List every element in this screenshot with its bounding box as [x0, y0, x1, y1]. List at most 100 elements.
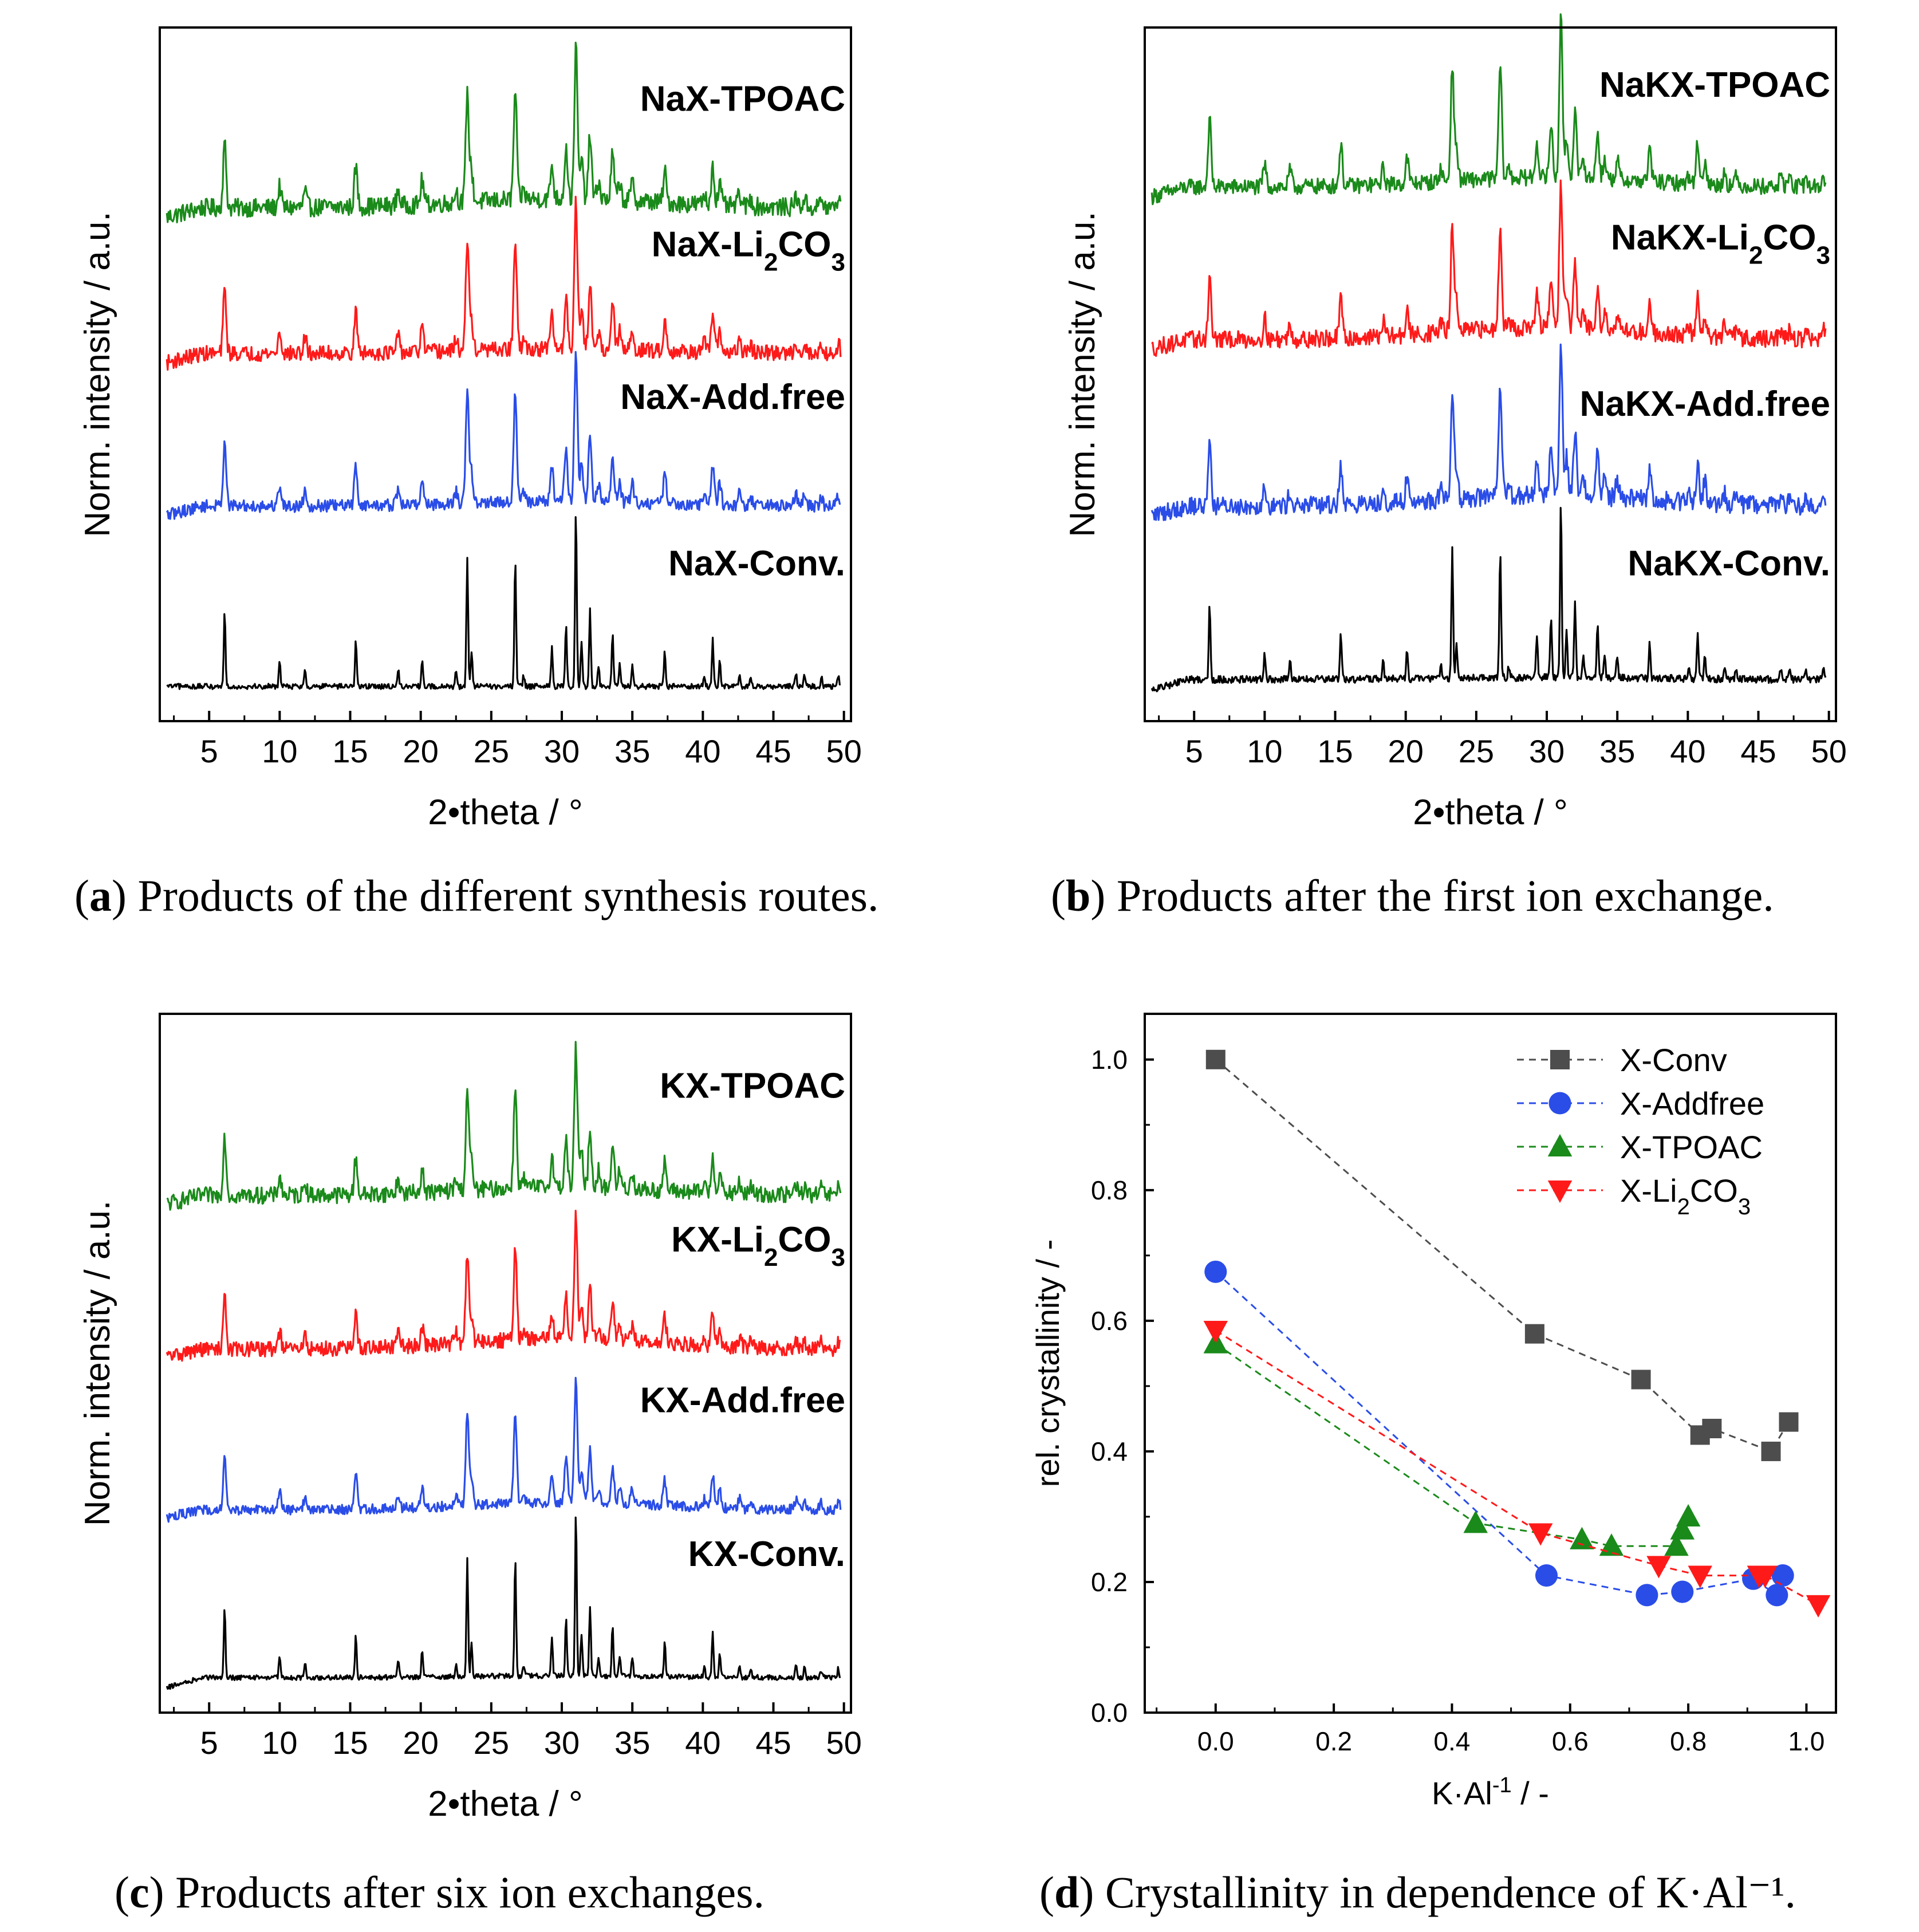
x-tick-label: 25 — [1459, 733, 1494, 769]
point-x-conv — [1631, 1370, 1651, 1390]
point-x-addfree — [1771, 1564, 1794, 1587]
trace-nax-li2co3 — [166, 195, 842, 371]
x-tick-label: 20 — [403, 733, 439, 769]
x-tick-label: 50 — [1811, 733, 1847, 769]
x-tick-label: 15 — [332, 733, 368, 769]
x-tick-label: 5 — [1185, 733, 1203, 769]
caption-c: (c) Products after six ion exchanges. — [115, 1867, 765, 1917]
trace-nax-conv- — [166, 516, 841, 690]
x-tick-label: 45 — [755, 733, 791, 769]
x-axis-title: 2•theta / ° — [428, 793, 583, 832]
x-tick-label: 10 — [262, 1725, 297, 1761]
x-axis-title: 2•theta / ° — [428, 1784, 583, 1824]
line-x-li2co3 — [1215, 1329, 1819, 1606]
caption-d: (d) Crystallinity in dependence of K·Al⁻… — [1039, 1867, 1796, 1917]
series-label-kx-add-free: KX-Add.free — [640, 1380, 845, 1420]
trace-kx-li2co3 — [166, 1210, 841, 1362]
series-label-nakx-li2co3: NaKX-Li2CO3 — [1611, 218, 1830, 270]
series-label-kx-li2co3: KX-Li2CO3 — [671, 1220, 845, 1272]
plot-frame — [159, 1013, 852, 1714]
point-x-tpoac — [1570, 1526, 1594, 1549]
x-tick-label: 15 — [332, 1725, 368, 1761]
crystallinity-panel: 0.0 0.2 0.4 0.6 0.8 1.0 0.0 0.2 0.4 0.6 0.8 1.0 K·Al… — [1030, 1013, 1837, 1811]
point-x-conv — [1779, 1412, 1799, 1432]
y-tick-label: 0.4 — [1091, 1437, 1128, 1466]
point-x-addfree — [1636, 1584, 1658, 1607]
point-x-addfree — [1204, 1260, 1227, 1283]
trace-nax-tpoac — [166, 41, 842, 223]
x-tick-label: 15 — [1317, 733, 1353, 769]
point-x-li2co3 — [1806, 1595, 1831, 1618]
x-tick-label: 10 — [262, 733, 297, 769]
point-x-tpoac — [1664, 1533, 1689, 1556]
y-tick-label: 0.2 — [1091, 1567, 1128, 1597]
legend-marker-x-conv — [1550, 1050, 1570, 1069]
trace-nax-add-free — [166, 351, 841, 520]
x-tick-label: 50 — [826, 733, 862, 769]
series-label-nax-tpoac: NaX-TPOAC — [640, 79, 845, 119]
caption-b: (b) Products after the first ion exchang… — [1051, 871, 1774, 920]
point-x-tpoac — [1670, 1517, 1695, 1540]
trace-kx-add-free — [166, 1376, 842, 1523]
x-tick-label: 5 — [200, 1725, 218, 1761]
series-label-nax-li2co3: NaX-Li2CO3 — [652, 225, 845, 277]
series-label-nakx-tpoac: NaKX-TPOAC — [1599, 65, 1830, 105]
xrd-panel-c: KX-TPOAC KX-Li2CO3 KX-Add.free KX-Conv. 5 10 1… — [78, 1013, 862, 1824]
legend-label-x-tpoac: X-TPOAC — [1620, 1129, 1763, 1165]
y-axis-title: Norm. intensity / a.u. — [78, 211, 117, 537]
y-tick-label: 0.6 — [1091, 1306, 1128, 1336]
x-tick-label: 5 — [200, 733, 218, 769]
series-label-nakx-conv-: NaKX-Conv. — [1628, 544, 1830, 584]
trace-nakx-add-free — [1150, 343, 1827, 521]
legend-marker-x-tpoac — [1547, 1134, 1573, 1156]
series-label-nax-add-free: NaX-Add.free — [620, 377, 845, 417]
xrd-panel-b: NaKX-TPOAC NaKX-Li2CO3 NaKX-Add.free NaKX-C… — [1063, 13, 1847, 832]
x-tick-label: 45 — [1740, 733, 1776, 769]
y-tick-label: 0.0 — [1091, 1698, 1128, 1728]
caption-a: (a) Products of the different synthesis … — [74, 871, 878, 920]
legend-label-x-conv: X-Conv — [1620, 1042, 1727, 1078]
x-tick-label: 45 — [755, 1725, 791, 1761]
point-x-conv — [1524, 1324, 1544, 1344]
y-axis-title: Norm. intensity / a.u. — [1063, 211, 1102, 537]
plot-frame — [1144, 26, 1837, 722]
xrd-panel-a: NaX-TPOAC NaX-Li2CO3 NaX-Add.free NaX-Conv.… — [78, 26, 862, 832]
legend-marker-x-addfree — [1548, 1092, 1571, 1115]
x-tick-label: 40 — [685, 1725, 720, 1761]
x-tick-label: 30 — [544, 1725, 580, 1761]
x-tick-label: 0.8 — [1670, 1726, 1707, 1756]
point-x-conv — [1702, 1419, 1722, 1439]
x-tick-label: 20 — [403, 1725, 439, 1761]
x-tick-label: 35 — [614, 1725, 650, 1761]
series-label-kx-conv-: KX-Conv. — [688, 1534, 845, 1574]
trace-kx-conv- — [166, 1516, 841, 1690]
x-tick-label: 30 — [1529, 733, 1565, 769]
point-x-tpoac — [1463, 1510, 1488, 1533]
point-x-li2co3 — [1646, 1556, 1671, 1579]
point-x-conv — [1205, 1049, 1226, 1069]
series-label-nakx-add-free: NaKX-Add.free — [1579, 384, 1830, 424]
point-x-addfree — [1535, 1564, 1558, 1587]
x-tick-label: 35 — [1599, 733, 1635, 769]
legend-label-x-addfree: X-Addfree — [1620, 1085, 1764, 1122]
x-tick-label: 35 — [614, 733, 650, 769]
x-axis-title: K·Al-1 / - — [1432, 1773, 1549, 1811]
trace-nakx-tpoac — [1150, 13, 1827, 206]
x-axis-title: 2•theta / ° — [1413, 793, 1568, 832]
x-tick-label: 20 — [1388, 733, 1424, 769]
x-tick-label: 50 — [826, 1725, 862, 1761]
x-tick-label: 0.6 — [1552, 1726, 1589, 1756]
x-tick-label: 0.0 — [1197, 1726, 1234, 1756]
x-tick-label: 40 — [685, 733, 720, 769]
point-x-tpoac — [1676, 1504, 1701, 1526]
y-axis-title: rel. crystallinity / - — [1030, 1240, 1066, 1488]
plot-frame — [159, 26, 852, 722]
point-x-li2co3 — [1752, 1565, 1778, 1588]
x-tick-label: 30 — [544, 733, 580, 769]
x-tick-label: 25 — [474, 733, 509, 769]
x-tick-label: 10 — [1247, 733, 1282, 769]
legend-label-x-li2co3: X-Li2CO3 — [1620, 1172, 1751, 1219]
legend-marker-x-li2co3 — [1547, 1181, 1573, 1203]
series-label-nax-conv-: NaX-Conv. — [668, 544, 845, 584]
